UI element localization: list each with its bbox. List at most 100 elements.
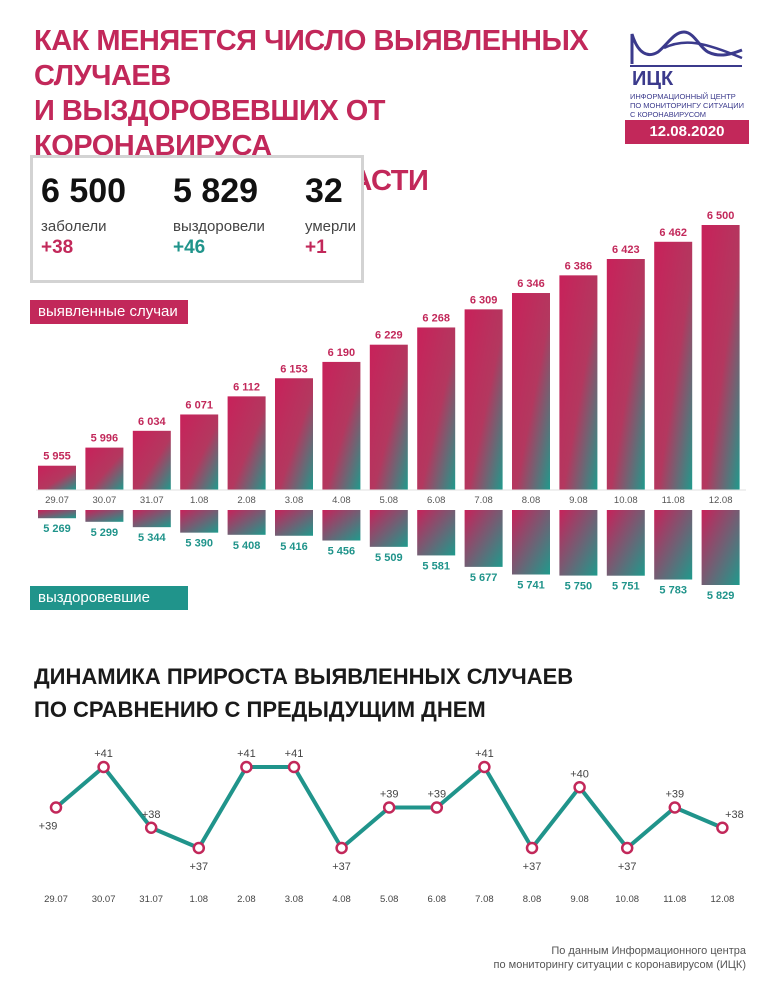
growth-value-label: +41 [237, 748, 256, 760]
growth-date-tick: 3.08 [285, 894, 304, 905]
bar-date-tick: 10.08 [614, 495, 638, 506]
growth-date-tick: 5.08 [380, 894, 399, 905]
logo-description-line: ПО МОНИТОРИНГУ СИТУАЦИИ [630, 101, 744, 110]
title-line: КАК МЕНЯЕТСЯ ЧИСЛО ВЫЯВЛЕННЫХ СЛУЧАЕВ [34, 25, 589, 92]
cases-value-label: 5 955 [43, 451, 71, 463]
cases-bar [322, 361, 361, 490]
stat-value: 5 829 [173, 172, 259, 210]
growth-point [287, 760, 301, 774]
recovered-bar [85, 510, 124, 522]
logo-description-line: С КОРОНАВИРУСОМ [630, 110, 707, 119]
bar-date-tick: 8.08 [522, 495, 541, 506]
cases-value-label: 6 153 [280, 363, 308, 375]
growth-value-label: +39 [39, 821, 58, 833]
recovered-value-label: 5 751 [612, 581, 640, 593]
growth-value-label: +37 [332, 861, 351, 873]
growth-value-label: +37 [189, 861, 208, 873]
growth-date-tick: 9.08 [570, 894, 589, 905]
recovered-series-tag: выздоровевшие [30, 586, 188, 610]
source-line: По данным Информационного центра [551, 945, 746, 957]
bar-date-tick: 9.08 [569, 495, 588, 506]
recovered-value-label: 5 509 [375, 552, 403, 564]
bar-date-tick: 1.08 [190, 495, 209, 506]
recovered-value-label: 5 299 [91, 527, 119, 539]
growth-value-label: +40 [570, 768, 589, 780]
recovered-bar [132, 510, 171, 528]
growth-point [49, 801, 63, 814]
stat-delta: +1 [305, 237, 327, 258]
stat-value: 6 500 [41, 172, 127, 210]
growth-value-label: +39 [380, 789, 399, 801]
stats-panel: 6 500 заболели +38 5 829 выздоровели +46… [30, 155, 364, 283]
growth-date-tick: 11.08 [663, 894, 686, 905]
bar-date-tick: 31.07 [140, 495, 164, 506]
cases-value-label: 6 229 [375, 330, 403, 342]
stat-delta: +46 [173, 237, 206, 258]
growth-date-tick: 6.08 [428, 894, 447, 905]
recovered-value-label: 5 408 [233, 540, 261, 552]
date-badge: 12.08.2020 [625, 120, 749, 144]
growth-date-tick: 30.07 [92, 894, 116, 905]
growth-date-tick: 7.08 [475, 894, 494, 905]
cases-bar [275, 378, 313, 490]
growth-value-label: +39 [427, 789, 446, 801]
cases-bar [701, 225, 740, 490]
recovered-value-label: 5 390 [185, 538, 213, 550]
logo-wave-icon [630, 30, 743, 67]
cases-bar [559, 275, 598, 490]
recovered-value-label: 5 269 [43, 523, 71, 535]
recovered-bar [512, 510, 550, 575]
bar-date-tick: 3.08 [285, 495, 304, 506]
recovered-bar [606, 510, 645, 576]
growth-date-tick: 31.07 [139, 894, 163, 905]
growth-value-label: +41 [285, 748, 304, 760]
cases-bar [38, 465, 76, 490]
cases-bar [85, 447, 124, 490]
cases-value-label: 6 112 [233, 381, 260, 393]
cases-recovered-bar-chart: 5 955 29.07 5 996 30.07 6 034 31.07 6 071 1.08 6… [36, 210, 746, 602]
cases-series-tag: выявленные случаи [30, 300, 188, 324]
bar-date-tick: 30.07 [93, 495, 117, 506]
stat-deaths: 32 умерли +1 [305, 172, 356, 259]
cases-bar [180, 414, 219, 490]
growth-date-tick: 2.08 [237, 894, 256, 905]
cases-value-label: 6 071 [185, 399, 213, 411]
cases-bar [464, 309, 503, 490]
cases-bar [512, 293, 550, 490]
cases-bar [227, 396, 266, 490]
growth-value-label: +41 [475, 748, 494, 760]
stat-cases: 6 500 заболели +38 [41, 172, 126, 259]
growth-point [335, 841, 348, 855]
bar-date-tick: 2.08 [237, 495, 256, 506]
growth-date-tick: 4.08 [332, 894, 351, 905]
recovered-bar [369, 510, 408, 547]
cases-bar [654, 241, 693, 490]
bar-date-tick: 5.08 [380, 495, 399, 506]
recovered-bar [559, 510, 598, 576]
growth-date-tick: 10.08 [615, 894, 639, 905]
growth-date-tick: 12.08 [711, 894, 735, 905]
recovered-bar [227, 510, 266, 535]
cases-bar [417, 327, 456, 490]
bar-date-tick: 4.08 [332, 495, 351, 506]
cases-value-label: 6 423 [612, 244, 640, 256]
recovered-value-label: 5 783 [659, 585, 687, 597]
bar-date-tick: 6.08 [427, 495, 446, 506]
growth-point [240, 760, 253, 774]
source-line: по мониторингу ситуации с коронавирусом … [493, 959, 746, 971]
growth-point [620, 841, 634, 855]
recovered-bar [701, 510, 740, 585]
cases-bar [132, 430, 171, 490]
growth-value-label: +37 [618, 861, 637, 873]
bar-date-tick: 29.07 [45, 495, 69, 506]
growth-value-label: +41 [94, 748, 113, 760]
recovered-value-label: 5 581 [422, 560, 450, 572]
recovered-value-label: 5 456 [328, 546, 356, 558]
bar-date-tick: 12.08 [709, 495, 733, 506]
growth-date-tick: 8.08 [523, 894, 542, 905]
recovered-bar [464, 510, 503, 567]
growth-point [97, 760, 110, 774]
stat-label: заболели [41, 218, 107, 235]
recovered-value-label: 5 344 [138, 532, 166, 544]
logo-abbreviation: ИЦК [632, 68, 674, 90]
